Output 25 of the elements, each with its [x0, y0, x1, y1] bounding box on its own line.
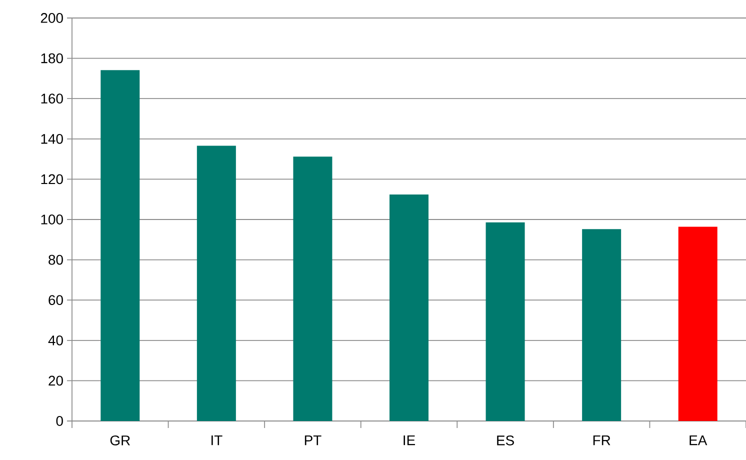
- y-tick-label: 120: [41, 174, 63, 184]
- x-tick-label: ES: [497, 435, 514, 446]
- bar: [678, 226, 718, 421]
- y-tick-label: 0: [56, 416, 63, 426]
- y-tick-label: 140: [41, 134, 63, 144]
- y-tick-label: 40: [48, 335, 63, 346]
- y-tick-label: 160: [41, 94, 63, 104]
- bar: [582, 229, 622, 421]
- x-tick-label: GR: [110, 435, 130, 446]
- y-tick-label: 200: [40, 13, 63, 23]
- x-tick-label: FR: [593, 435, 610, 446]
- y-tick-label: 100: [41, 214, 63, 224]
- bar: [293, 156, 332, 421]
- x-tick-label: IE: [404, 435, 415, 446]
- bar: [390, 194, 429, 421]
- bar: [486, 222, 525, 421]
- y-tick-label: 20: [48, 376, 63, 386]
- y-tick-label: 80: [48, 254, 63, 265]
- x-tick-label: PT: [304, 435, 322, 446]
- y-tick-label: 60: [48, 295, 63, 306]
- bar: [196, 146, 236, 421]
- bar: [100, 70, 140, 421]
- x-tick-label: EA: [690, 435, 708, 446]
- x-tick-label: IT: [212, 435, 222, 446]
- y-tick-label: 180: [41, 53, 63, 64]
